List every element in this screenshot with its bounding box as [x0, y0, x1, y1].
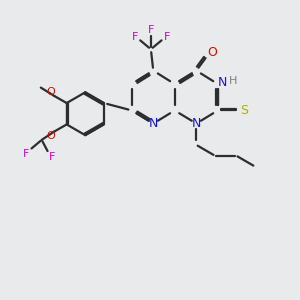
Text: F: F — [23, 148, 29, 159]
Text: O: O — [46, 87, 55, 97]
Text: F: F — [49, 152, 56, 161]
Text: N: N — [148, 117, 158, 130]
Text: F: F — [164, 32, 170, 42]
Text: F: F — [148, 25, 154, 34]
Text: F: F — [132, 32, 138, 42]
Text: N: N — [192, 117, 201, 130]
Text: O: O — [207, 46, 217, 59]
Text: O: O — [46, 131, 55, 141]
Text: S: S — [241, 104, 248, 117]
Text: N: N — [218, 76, 227, 89]
Text: H: H — [229, 76, 237, 86]
